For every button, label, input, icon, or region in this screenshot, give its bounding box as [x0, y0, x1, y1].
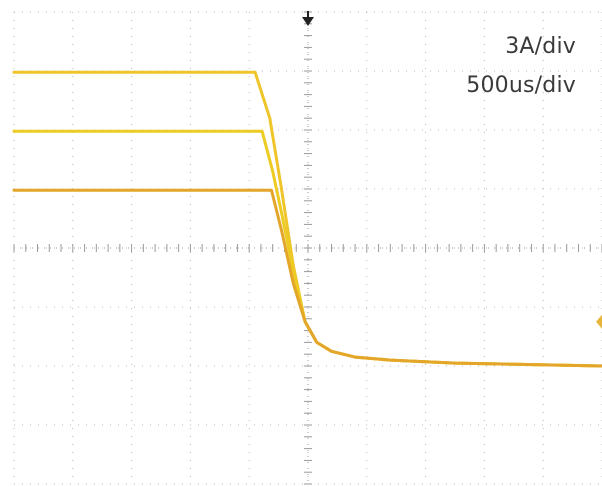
level-marker-icon — [596, 314, 602, 329]
trigger-arrow-head — [302, 17, 314, 26]
time-scale-label: 500us/div — [466, 73, 576, 98]
current-scale-label: 3A/div — [505, 34, 576, 59]
scope-markers — [302, 11, 602, 329]
down-arrow-icon — [302, 11, 314, 26]
waveform-traces — [12, 70, 602, 368]
graticule — [13, 11, 602, 485]
trace-series-3 — [12, 188, 602, 368]
